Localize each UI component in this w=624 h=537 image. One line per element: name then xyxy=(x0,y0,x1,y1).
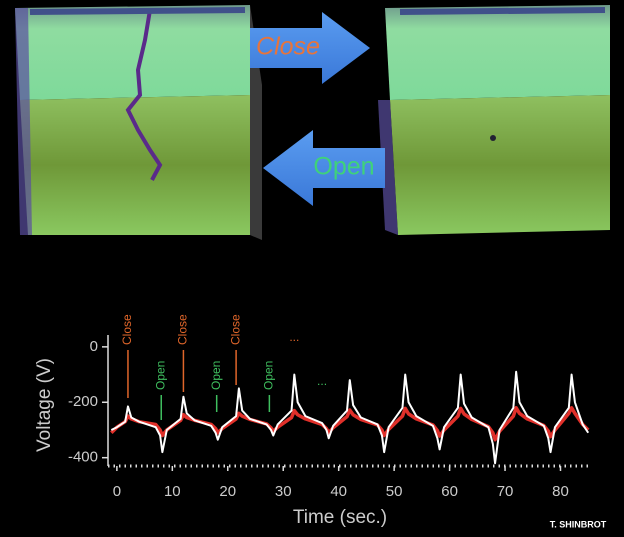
annotation: Open xyxy=(153,361,167,390)
arrow-label: Close xyxy=(256,33,320,61)
line xyxy=(110,370,590,465)
arrow-right xyxy=(250,12,370,84)
x-tick-label: 0 xyxy=(113,483,121,500)
annotation: Close xyxy=(120,314,134,345)
line xyxy=(110,406,590,442)
x-tick-label: 70 xyxy=(497,483,514,500)
annotation: ... xyxy=(289,330,299,344)
x-tick-label: 40 xyxy=(330,483,347,500)
y-tick-label: 0 xyxy=(90,338,98,355)
y-tick-label: -200 xyxy=(68,393,98,410)
annotation: ... xyxy=(317,374,327,388)
annotation: Close xyxy=(176,314,190,345)
x-tick-label: 30 xyxy=(275,483,292,500)
x-tick-label: 10 xyxy=(164,483,181,500)
slab-left xyxy=(15,5,262,240)
arrow-label: Open xyxy=(313,153,374,181)
x-tick-label: 80 xyxy=(552,483,569,500)
x-axis-label: Time (sec.) xyxy=(293,507,387,528)
x-tick-label: 20 xyxy=(219,483,236,500)
x-tick-label: 50 xyxy=(386,483,403,500)
annotation: Open xyxy=(209,361,223,390)
annotation: Close xyxy=(228,314,242,345)
x-tick-label: 60 xyxy=(441,483,458,500)
y-tick-label: -400 xyxy=(68,449,98,466)
annotation: Open xyxy=(262,361,276,390)
slab-right xyxy=(378,5,610,235)
arrow-left xyxy=(263,130,385,206)
credit: T. SHINBROT xyxy=(550,519,607,529)
y-axis-label: Voltage (V) xyxy=(34,358,55,452)
